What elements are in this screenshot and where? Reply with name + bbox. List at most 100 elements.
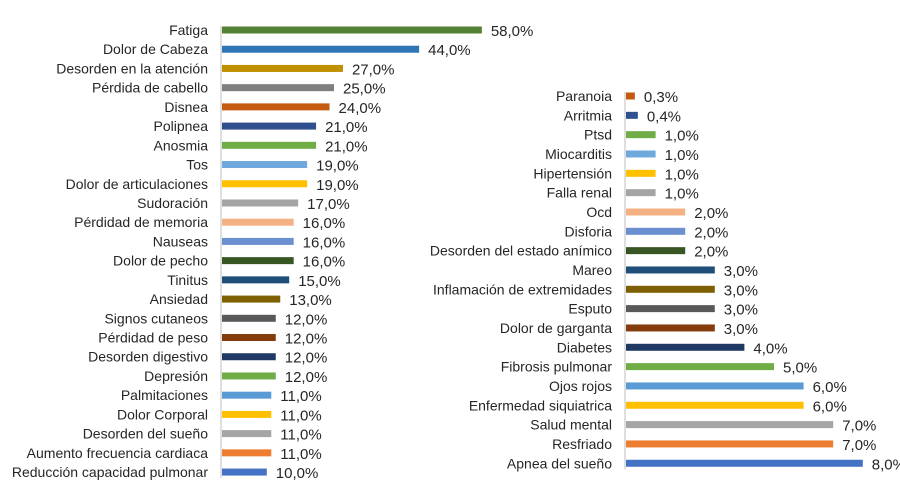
chart-1-bar-6 <box>626 208 686 216</box>
chart-1-bar-17 <box>626 421 834 429</box>
chart-0-category-label-5: Polipnea <box>154 118 209 134</box>
chart-1-category-label-10: Inflamación de extremidades <box>433 281 612 297</box>
chart-0-category-label-4: Disnea <box>164 99 208 115</box>
chart-1-category-label-3: Miocarditis <box>545 146 612 162</box>
chart-0-bar-2 <box>222 64 343 72</box>
chart-0-value-label-18: 12,0% <box>285 369 328 386</box>
chart-0-category-label-10: Pérdidad de memoria <box>74 214 208 230</box>
chart-0-value-label-9: 17,0% <box>307 196 350 213</box>
chart-0-category-label-14: Ansiedad <box>150 291 208 307</box>
chart-1-category-label-9: Mareo <box>572 262 612 278</box>
chart-1-bar-1 <box>626 111 638 119</box>
chart-1-bar-8 <box>626 247 686 255</box>
chart-0-value-label-19: 11,0% <box>280 388 321 405</box>
chart-0-value-label-1: 44,0% <box>428 42 471 59</box>
chart-0-category-label-23: Reducción capacidad pulmonar <box>12 464 208 480</box>
chart-0-category-label-20: Dolor Corporal <box>117 406 208 422</box>
chart-0-category-label-19: Palmitaciones <box>121 387 208 403</box>
chart-1-bar-0 <box>626 92 635 100</box>
chart-0-category-label-3: Pérdida de cabello <box>92 80 208 96</box>
chart-0-value-label-15: 12,0% <box>285 311 328 328</box>
chart-1-category-label-16: Enfermedad siquiatrica <box>469 397 612 413</box>
chart-1-bar-11 <box>626 305 715 313</box>
chart-0-bar-23 <box>222 468 267 476</box>
chart-1-value-label-6: 2,0% <box>694 205 728 222</box>
chart-1-category-label-19: Apnea del sueño <box>507 455 612 471</box>
chart-1-value-label-19: 8,0% <box>872 456 900 473</box>
chart-1-bar-16 <box>626 401 804 409</box>
chart-1-category-label-15: Ojos rojos <box>549 378 612 394</box>
chart-1-category-label-7: Disforia <box>565 223 613 239</box>
chart-1-category-label-18: Resfriado <box>552 436 612 452</box>
chart-1-value-label-10: 3,0% <box>724 282 758 299</box>
chart-1-category-label-2: Ptsd <box>584 127 612 143</box>
chart-0-value-label-11: 16,0% <box>303 234 346 251</box>
chart-0-category-label-18: Depresión <box>144 368 208 384</box>
chart-0-bar-10 <box>222 218 294 226</box>
chart-1-value-label-3: 1,0% <box>665 147 699 164</box>
chart-1-bar-7 <box>626 227 686 235</box>
chart-1-value-label-0: 0,3% <box>644 89 678 106</box>
chart-1-value-label-9: 3,0% <box>724 263 758 280</box>
chart-1-bar-12 <box>626 324 715 332</box>
left-bar-chart: Fatiga 58,0% Dolor de Cabeza 44,0% Desorden … <box>12 22 534 482</box>
chart-0-bar-4 <box>222 103 330 111</box>
chart-0-bar-22 <box>222 449 272 457</box>
chart-0-bar-1 <box>222 45 420 53</box>
chart-1-bar-18 <box>626 440 834 448</box>
chart-1-category-label-14: Fibrosis pulmonar <box>501 359 613 375</box>
chart-1-bar-9 <box>626 266 715 274</box>
chart-1-category-label-12: Dolor de garganta <box>500 320 612 336</box>
chart-0-category-label-22: Aumento frecuencia cardiaca <box>27 445 209 461</box>
chart-0-category-label-15: Signos cutaneos <box>104 310 208 326</box>
chart-0-value-label-16: 12,0% <box>285 331 328 348</box>
chart-0-bar-21 <box>222 430 272 438</box>
chart-0-category-label-13: Tinitus <box>167 272 208 288</box>
chart-0-value-label-0: 58,0% <box>491 23 534 40</box>
chart-1-category-label-0: Paranoia <box>556 88 612 104</box>
chart-0-category-label-2: Desorden en la atención <box>56 60 208 76</box>
chart-0-value-label-21: 11,0% <box>280 427 321 444</box>
chart-1-value-label-7: 2,0% <box>694 224 728 241</box>
chart-0-bar-5 <box>222 122 317 130</box>
chart-0-category-label-16: Pérdidad de peso <box>98 330 208 346</box>
chart-0-bar-9 <box>222 199 299 207</box>
chart-0-category-label-9: Sudoración <box>137 195 208 211</box>
chart-1-value-label-4: 1,0% <box>665 166 699 183</box>
chart-1-value-label-5: 1,0% <box>665 186 699 203</box>
chart-0-bar-8 <box>222 180 308 188</box>
chart-0-value-label-22: 11,0% <box>280 446 321 463</box>
chart-0-value-label-3: 25,0% <box>343 81 386 98</box>
chart-0-value-label-8: 19,0% <box>316 177 359 194</box>
chart-1-value-label-13: 4,0% <box>753 340 787 357</box>
chart-0-bar-7 <box>222 161 308 169</box>
chart-0-value-label-2: 27,0% <box>352 61 395 78</box>
chart-1-bar-4 <box>626 169 656 177</box>
chart-1-bar-13 <box>626 343 745 351</box>
chart-1-category-label-5: Falla renal <box>547 185 612 201</box>
chart-0-category-label-7: Tos <box>186 157 208 173</box>
chart-0-category-label-6: Anosmia <box>154 137 209 153</box>
chart-1-category-label-8: Desorden del estado anímico <box>430 243 612 259</box>
chart-1-value-label-14: 5,0% <box>783 360 817 377</box>
chart-1-value-label-17: 7,0% <box>842 418 876 435</box>
chart-0-value-label-5: 21,0% <box>325 119 368 136</box>
chart-0-bar-13 <box>222 276 290 284</box>
chart-1-value-label-18: 7,0% <box>842 437 876 454</box>
chart-0-value-label-7: 19,0% <box>316 158 359 175</box>
chart-0-category-label-1: Dolor de Cabeza <box>103 41 208 57</box>
chart-1-bar-5 <box>626 189 656 197</box>
chart-0-value-label-14: 13,0% <box>289 292 332 309</box>
chart-1-value-label-1: 0,4% <box>647 108 681 125</box>
chart-1-category-label-13: Diabetes <box>557 339 612 355</box>
chart-0-bar-0 <box>222 26 482 34</box>
chart-0-value-label-17: 12,0% <box>285 350 328 367</box>
chart-1-bar-3 <box>626 150 656 158</box>
chart-0-value-label-12: 16,0% <box>303 254 346 271</box>
chart-0-value-label-13: 15,0% <box>298 273 341 290</box>
chart-1-value-label-15: 6,0% <box>813 379 847 396</box>
chart-0-bar-19 <box>222 391 272 399</box>
right-bar-chart: Paranoia 0,3% Arritmia 0,4% Ptsd 1,0% Miocardi… <box>430 88 900 473</box>
chart-1-bar-14 <box>626 363 774 371</box>
